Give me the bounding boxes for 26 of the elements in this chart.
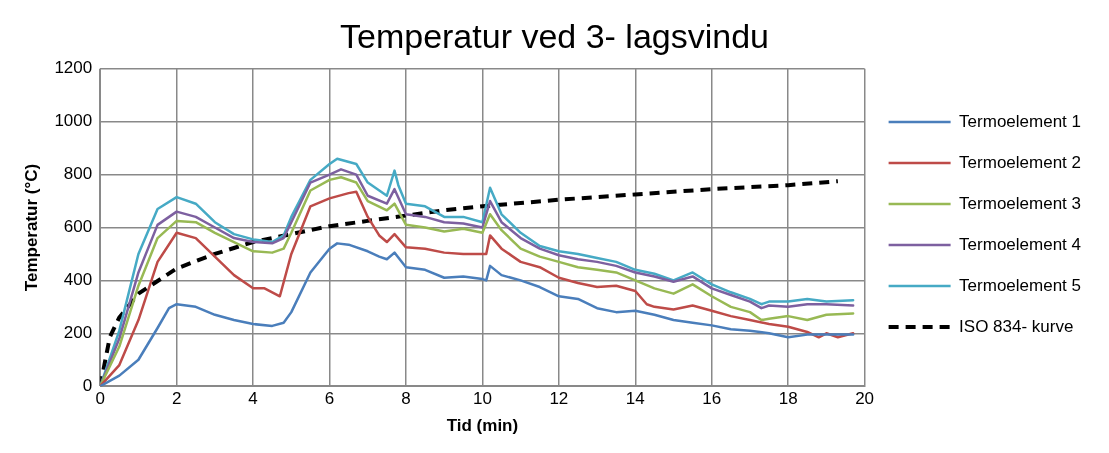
legend-label: Termoelement 1	[959, 111, 1081, 131]
x-tick-label: 4	[248, 389, 258, 409]
x-tick-label: 6	[324, 389, 335, 409]
y-tick-label: 200	[63, 322, 93, 342]
x-tick-label: 14	[625, 389, 645, 409]
x-tick-label: 12	[549, 389, 569, 409]
x-tick-label: 8	[401, 389, 411, 409]
x-tick-label: 10	[472, 389, 492, 409]
y-axis-title: Temperatur (°C)	[21, 163, 41, 292]
legend-label: Termoelement 3	[959, 193, 1081, 213]
y-tick-label: 800	[63, 164, 93, 184]
chart-title: Temperatur ved 3- lagsvindu	[339, 16, 770, 55]
x-axis-title: Tid (min)	[446, 416, 519, 436]
y-tick-label: 400	[63, 270, 93, 290]
x-tick-label: 2	[171, 389, 182, 409]
x-tick-label: 18	[778, 389, 798, 409]
legend-label: Termoelement 2	[959, 152, 1081, 172]
y-tick-label: 1200	[54, 58, 93, 78]
y-tick-label: 0	[82, 375, 93, 395]
y-tick-label: 1000	[54, 111, 93, 131]
legend-label: Termoelement 5	[959, 275, 1081, 295]
y-tick-label: 600	[63, 217, 93, 237]
legend-label: ISO 834- kurve	[959, 316, 1074, 336]
legend-label: Termoelement 4	[959, 234, 1081, 254]
x-tick-label: 20	[855, 389, 875, 409]
x-tick-label: 16	[702, 389, 722, 409]
